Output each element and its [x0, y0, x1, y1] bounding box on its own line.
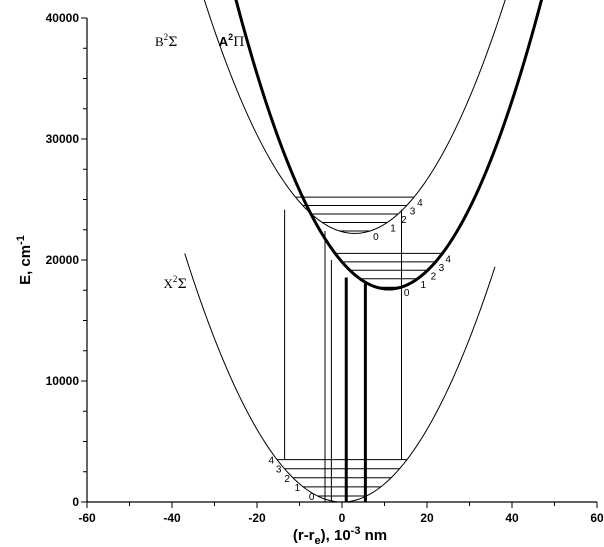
vibrational-level-label: 4: [417, 198, 423, 209]
x-tick-label: -40: [163, 511, 181, 525]
vibrational-level-label: 1: [421, 280, 427, 291]
vibrational-level-label: 3: [276, 465, 282, 476]
vibrational-level-label: 4: [269, 456, 275, 467]
vibrational-level-label: 0: [309, 492, 315, 503]
y-tick-label: 10000: [46, 374, 80, 388]
vibrational-level-label: 2: [401, 215, 407, 226]
curve-label-a: A2Π: [219, 32, 245, 50]
vibrational-level-label: 2: [431, 271, 437, 282]
vibrational-level-label: 1: [390, 223, 396, 234]
y-tick-label: 0: [72, 495, 79, 509]
x-tick-label: -20: [248, 511, 266, 525]
axes: [81, 17, 598, 508]
y-tick-label: 30000: [46, 132, 80, 146]
vibrational-level-label: 0: [404, 288, 410, 299]
x-tick-label: 20: [420, 511, 434, 525]
x-tick-label: 0: [339, 511, 346, 525]
x-tick-label: 40: [505, 511, 519, 525]
labels: (r-re), 10-3 nm E, cm-1 -60 -40 -20 0 20 40 60…: [15, 11, 604, 547]
x-tick-label: 60: [590, 511, 604, 525]
y-tick-label: 20000: [46, 253, 80, 267]
curve-a: [234, 0, 544, 291]
vibrational-level-label: 3: [410, 207, 416, 218]
plot-area: [184, 0, 544, 503]
vibrational-level-label: 1: [295, 483, 301, 494]
vibrational-level-label: 3: [439, 263, 445, 274]
x-tick-label: -60: [78, 511, 96, 525]
vibrational-level-label: 4: [445, 254, 451, 265]
curve-label-b: B2Σ: [155, 32, 177, 50]
y-axis-title: E, cm-1: [15, 235, 34, 285]
curve-b: [203, 0, 506, 234]
vibrational-level-label: 0: [373, 232, 379, 243]
curve-label-x: X2Σ: [164, 274, 187, 292]
vibrational-level-label: 2: [284, 474, 290, 485]
x-axis-title: (r-re), 10-3 nm: [293, 525, 387, 547]
curve-x: [184, 253, 496, 503]
y-tick-label: 40000: [46, 11, 80, 25]
